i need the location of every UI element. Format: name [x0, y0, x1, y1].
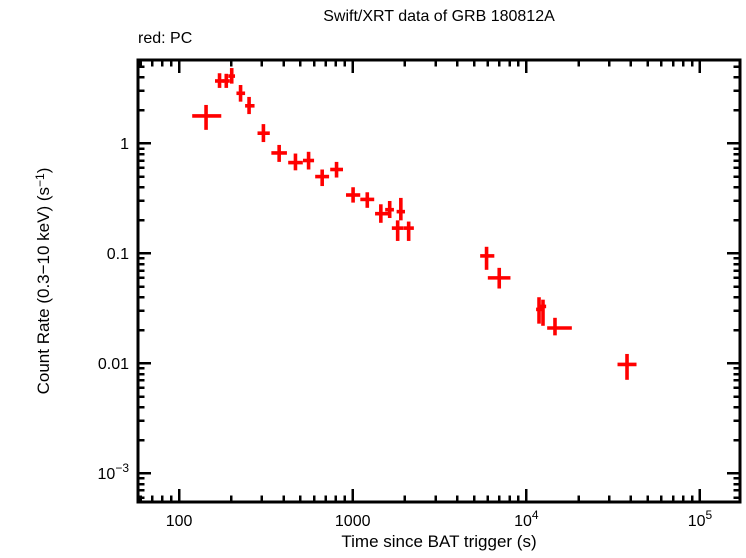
data-point-cross [245, 96, 255, 115]
data-point-cross [288, 153, 303, 171]
chart-title: Swift/XRT data of GRB 180812A [323, 8, 555, 25]
data-point-cross [257, 124, 270, 143]
data-point-cross [540, 299, 547, 326]
x-axis-title: Time since BAT trigger (s) [341, 532, 537, 551]
data-points [192, 68, 637, 380]
data-point-cross [228, 68, 236, 84]
y-axis-title: Count Rate (0.3−10 keV) (s−1) [33, 31, 55, 531]
data-point-cross [391, 220, 404, 241]
data-point-cross [271, 144, 287, 162]
tick-label: 10−3 [98, 461, 130, 483]
y-axis-title-sup: −1 [33, 173, 47, 187]
data-point-cross [236, 85, 246, 102]
tick-label: 0.1 [107, 246, 129, 263]
data-point-cross [480, 246, 495, 270]
data-point-cross [214, 73, 224, 88]
data-point-cross [222, 73, 230, 88]
data-point-cross [360, 192, 375, 208]
data-point-cross [346, 187, 361, 203]
data-point-cross [302, 151, 315, 170]
data-point-cross [385, 200, 394, 219]
data-point-cross [330, 161, 343, 178]
data-point-cross [403, 221, 414, 241]
y-axis-title-close: ) [34, 167, 53, 174]
tick-label: 1000 [335, 513, 371, 530]
axis-ticks [138, 60, 740, 502]
data-point-cross [617, 353, 637, 380]
tick-label: 0.01 [98, 356, 129, 373]
tick-label: 105 [688, 508, 713, 530]
data-point-cross [536, 297, 542, 324]
tick-label: 100 [166, 513, 193, 530]
data-point-cross [315, 169, 330, 187]
tick-label: 1 [120, 136, 129, 153]
data-point-cross [547, 317, 572, 336]
tick-label: 104 [514, 508, 539, 530]
data-point-cross [396, 197, 405, 221]
plot-frame [136, 58, 742, 504]
y-axis-title-main: Count Rate (0.3−10 keV) (s [34, 186, 53, 395]
tick-labels: 100 1000 104 105 1 0.1 0.01 10−3 [98, 136, 713, 530]
data-point-cross [375, 204, 389, 223]
mode-annotation: red: PC [138, 30, 193, 47]
data-point-cross [192, 104, 222, 130]
data-point-cross [487, 267, 511, 289]
